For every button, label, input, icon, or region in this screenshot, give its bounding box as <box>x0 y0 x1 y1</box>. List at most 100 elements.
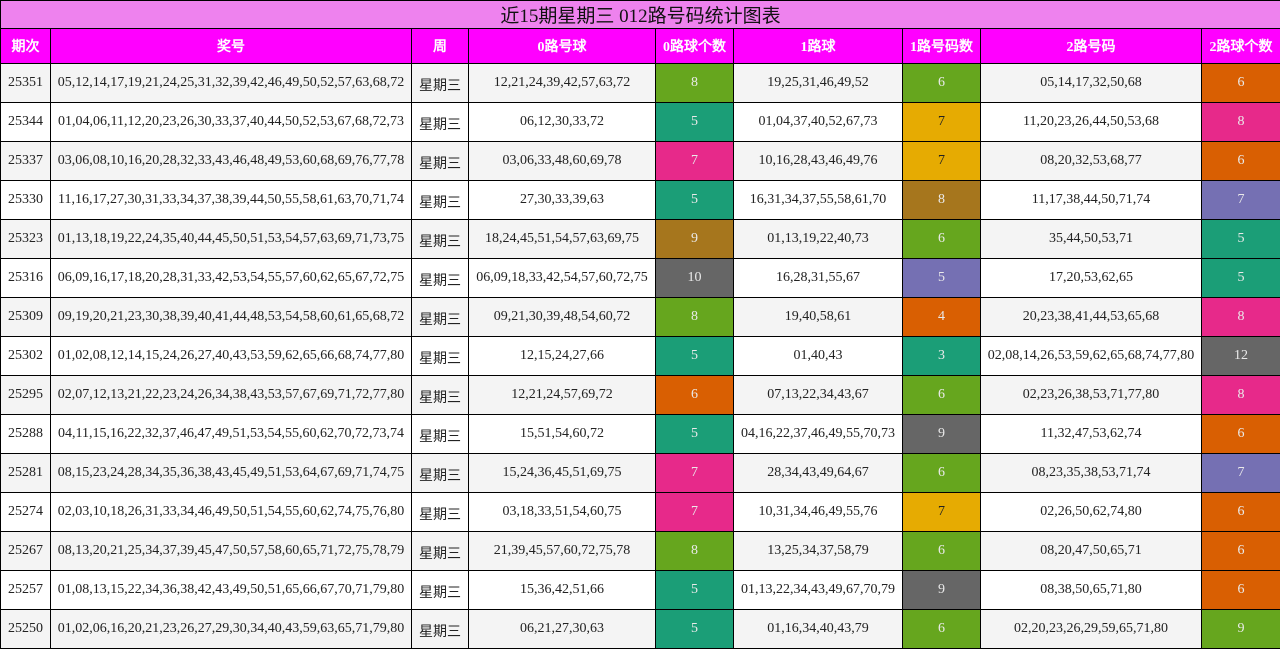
week-cell: 星期三 <box>412 415 469 454</box>
route1-balls-cell: 07,13,22,34,43,67 <box>734 376 903 415</box>
route0-balls-cell: 12,21,24,39,42,57,63,72 <box>469 64 656 103</box>
route2-count-cell: 12 <box>1202 337 1280 376</box>
week-cell: 星期三 <box>412 103 469 142</box>
route0-count-cell: 5 <box>656 571 734 610</box>
route0-balls-cell: 15,36,42,51,66 <box>469 571 656 610</box>
numbers-cell: 01,04,06,11,12,20,23,26,30,33,37,40,44,5… <box>51 103 412 142</box>
issue-cell: 25316 <box>1 259 51 298</box>
week-cell: 星期三 <box>412 376 469 415</box>
route1-balls-cell: 19,25,31,46,49,52 <box>734 64 903 103</box>
route1-count-cell: 7 <box>903 493 981 532</box>
route1-count-cell: 9 <box>903 415 981 454</box>
numbers-cell: 11,16,17,27,30,31,33,34,37,38,39,44,50,5… <box>51 181 412 220</box>
route0-count-cell: 5 <box>656 181 734 220</box>
week-cell: 星期三 <box>412 298 469 337</box>
issue-cell: 25344 <box>1 103 51 142</box>
route1-balls-cell: 01,13,22,34,43,49,67,70,79 <box>734 571 903 610</box>
route0-balls-cell: 18,24,45,51,54,57,63,69,75 <box>469 220 656 259</box>
route2-count-cell: 8 <box>1202 298 1280 337</box>
header-issue: 期次 <box>1 29 51 64</box>
route0-balls-cell: 09,21,30,39,48,54,60,72 <box>469 298 656 337</box>
route0-balls-cell: 12,21,24,57,69,72 <box>469 376 656 415</box>
route0-balls-cell: 06,21,27,30,63 <box>469 610 656 649</box>
route2-balls-cell: 11,17,38,44,50,71,74 <box>981 181 1202 220</box>
week-cell: 星期三 <box>412 493 469 532</box>
issue-cell: 25295 <box>1 376 51 415</box>
numbers-cell: 03,06,08,10,16,20,28,32,33,43,46,48,49,5… <box>51 142 412 181</box>
issue-cell: 25351 <box>1 64 51 103</box>
week-cell: 星期三 <box>412 220 469 259</box>
route2-count-cell: 7 <box>1202 454 1280 493</box>
route1-balls-cell: 13,25,34,37,58,79 <box>734 532 903 571</box>
route1-balls-cell: 01,13,19,22,40,73 <box>734 220 903 259</box>
route0-balls-cell: 15,24,36,45,51,69,75 <box>469 454 656 493</box>
header-route0-count: 0路球个数 <box>656 29 734 64</box>
route2-balls-cell: 02,08,14,26,53,59,62,65,68,74,77,80 <box>981 337 1202 376</box>
route1-balls-cell: 01,16,34,40,43,79 <box>734 610 903 649</box>
week-cell: 星期三 <box>412 532 469 571</box>
header-route1-count: 1路号码数 <box>903 29 981 64</box>
route2-count-cell: 6 <box>1202 64 1280 103</box>
route1-count-cell: 3 <box>903 337 981 376</box>
route0-count-cell: 7 <box>656 493 734 532</box>
route2-count-cell: 8 <box>1202 103 1280 142</box>
issue-cell: 25257 <box>1 571 51 610</box>
route2-count-cell: 6 <box>1202 415 1280 454</box>
numbers-cell: 02,07,12,13,21,22,23,24,26,34,38,43,53,5… <box>51 376 412 415</box>
route0-balls-cell: 21,39,45,57,60,72,75,78 <box>469 532 656 571</box>
issue-cell: 25330 <box>1 181 51 220</box>
header-route0-balls: 0路号球 <box>469 29 656 64</box>
week-cell: 星期三 <box>412 454 469 493</box>
route2-balls-cell: 35,44,50,53,71 <box>981 220 1202 259</box>
issue-cell: 25267 <box>1 532 51 571</box>
route0-count-cell: 8 <box>656 64 734 103</box>
route1-balls-cell: 16,28,31,55,67 <box>734 259 903 298</box>
route1-count-cell: 6 <box>903 376 981 415</box>
route1-balls-cell: 10,16,28,43,46,49,76 <box>734 142 903 181</box>
header-route2-count: 2路球个数 <box>1202 29 1280 64</box>
issue-cell: 25281 <box>1 454 51 493</box>
numbers-cell: 01,02,06,16,20,21,23,26,27,29,30,34,40,4… <box>51 610 412 649</box>
header-week: 周 <box>412 29 469 64</box>
issue-cell: 25309 <box>1 298 51 337</box>
numbers-cell: 01,08,13,15,22,34,36,38,42,43,49,50,51,6… <box>51 571 412 610</box>
route2-balls-cell: 05,14,17,32,50,68 <box>981 64 1202 103</box>
route1-balls-cell: 19,40,58,61 <box>734 298 903 337</box>
route2-balls-cell: 17,20,53,62,65 <box>981 259 1202 298</box>
issue-cell: 25274 <box>1 493 51 532</box>
route2-count-cell: 8 <box>1202 376 1280 415</box>
route0-balls-cell: 27,30,33,39,63 <box>469 181 656 220</box>
route2-balls-cell: 11,32,47,53,62,74 <box>981 415 1202 454</box>
numbers-cell: 08,15,23,24,28,34,35,36,38,43,45,49,51,5… <box>51 454 412 493</box>
route2-count-cell: 6 <box>1202 493 1280 532</box>
route0-count-cell: 5 <box>656 103 734 142</box>
route0-balls-cell: 06,12,30,33,72 <box>469 103 656 142</box>
route0-balls-cell: 15,51,54,60,72 <box>469 415 656 454</box>
numbers-cell: 04,11,15,16,22,32,37,46,47,49,51,53,54,5… <box>51 415 412 454</box>
route2-balls-cell: 08,38,50,65,71,80 <box>981 571 1202 610</box>
route0-count-cell: 5 <box>656 610 734 649</box>
route2-balls-cell: 08,20,32,53,68,77 <box>981 142 1202 181</box>
table-title: 近15期星期三 012路号码统计图表 <box>1 1 1280 29</box>
route1-balls-cell: 10,31,34,46,49,55,76 <box>734 493 903 532</box>
route0-balls-cell: 03,18,33,51,54,60,75 <box>469 493 656 532</box>
week-cell: 星期三 <box>412 142 469 181</box>
route1-count-cell: 4 <box>903 298 981 337</box>
route0-count-cell: 8 <box>656 532 734 571</box>
route1-count-cell: 6 <box>903 64 981 103</box>
numbers-cell: 09,19,20,21,23,30,38,39,40,41,44,48,53,5… <box>51 298 412 337</box>
week-cell: 星期三 <box>412 64 469 103</box>
route1-balls-cell: 04,16,22,37,46,49,55,70,73 <box>734 415 903 454</box>
route0-count-cell: 6 <box>656 376 734 415</box>
route2-balls-cell: 08,20,47,50,65,71 <box>981 532 1202 571</box>
route1-count-cell: 9 <box>903 571 981 610</box>
route0-balls-cell: 12,15,24,27,66 <box>469 337 656 376</box>
issue-cell: 25323 <box>1 220 51 259</box>
route0-balls-cell: 03,06,33,48,60,69,78 <box>469 142 656 181</box>
